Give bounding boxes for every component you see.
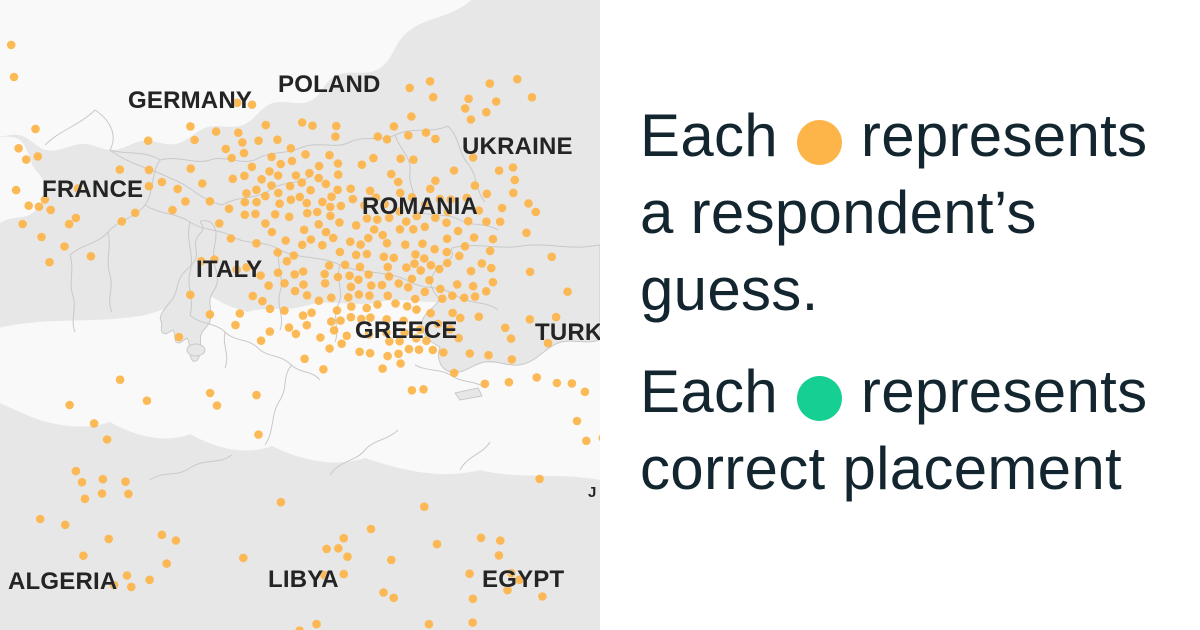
svg-text:ITALY: ITALY <box>196 256 262 283</box>
svg-text:GREECE: GREECE <box>355 317 458 344</box>
svg-text:TURKEY: TURKEY <box>535 319 600 346</box>
svg-text:ALGERIA: ALGERIA <box>8 568 117 595</box>
svg-text:LIBYA: LIBYA <box>268 566 339 593</box>
svg-text:GERMANY: GERMANY <box>128 87 252 114</box>
svg-text:POLAND: POLAND <box>278 71 381 98</box>
svg-text:EGYPT: EGYPT <box>482 566 564 593</box>
svg-text:FRANCE: FRANCE <box>42 176 143 203</box>
svg-text:UKRAINE: UKRAINE <box>462 133 573 160</box>
svg-text:J: J <box>588 484 597 501</box>
svg-text:ROMANIA: ROMANIA <box>362 193 478 220</box>
